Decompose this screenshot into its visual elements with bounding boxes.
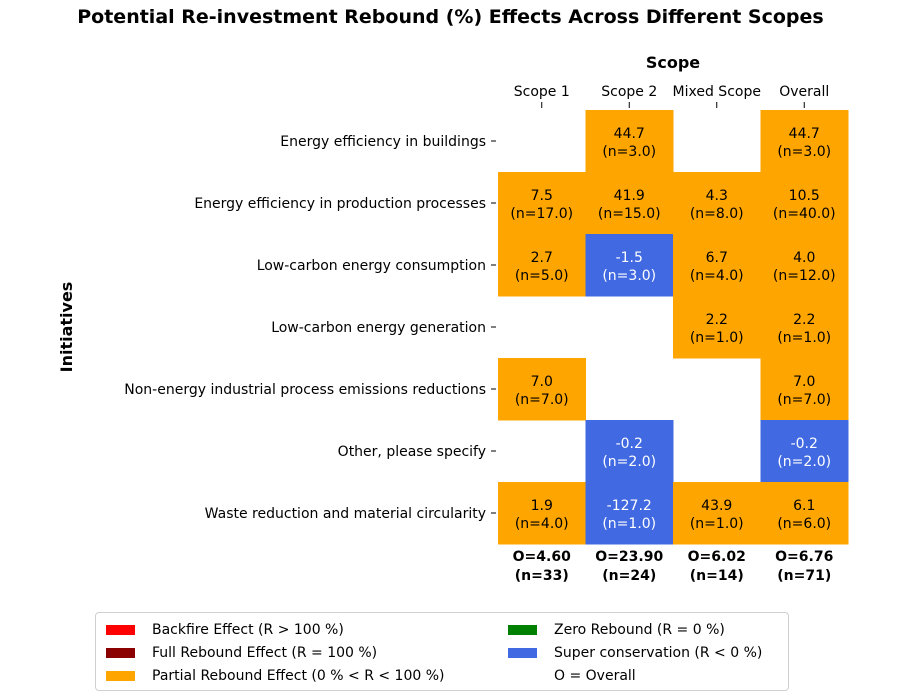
legend-label-full: Full Rebound Effect (R = 100 %)	[152, 645, 378, 661]
legend-label-super: Super conservation (R < 0 %)	[554, 645, 763, 661]
heatmap-cell	[585, 482, 674, 545]
cell-count-label: (n=1.0)	[690, 516, 744, 532]
heatmap-cell	[760, 482, 849, 545]
cell-count-label: (n=1.0)	[690, 330, 744, 346]
cell-value-label: 1.9	[531, 498, 553, 514]
cell-value-label: -0.2	[616, 436, 643, 452]
cell-count-label: (n=1.0)	[777, 330, 831, 346]
cell-value-label: 44.7	[789, 126, 820, 142]
cell-count-label: (n=4.0)	[515, 516, 569, 532]
heatmap-cell	[498, 234, 586, 297]
cell-count-label: (n=3.0)	[602, 268, 656, 284]
heatmap-cell	[760, 110, 849, 173]
cell-value-label: 6.7	[706, 250, 728, 266]
cell-count-label: (n=12.0)	[773, 268, 836, 284]
cell-count-label: (n=3.0)	[602, 144, 656, 160]
legend-label-overall: O = Overall	[554, 668, 636, 684]
heatmap-cell	[673, 296, 761, 359]
legend-label-partial: Partial Rebound Effect (0 % < R < 100 %)	[152, 668, 445, 684]
heatmap-cell	[673, 172, 761, 235]
legend-label-backfire: Backfire Effect (R > 100 %)	[152, 622, 344, 638]
cell-count-label: (n=6.0)	[777, 516, 831, 532]
cell-value-label: 41.9	[614, 188, 645, 204]
cell-value-label: -127.2	[607, 498, 652, 514]
cell-value-label: 7.0	[793, 374, 815, 390]
heatmap-cell	[673, 482, 761, 545]
cell-value-label: 6.1	[793, 498, 815, 514]
cell-count-label: (n=2.0)	[777, 454, 831, 470]
heatmap-cell	[673, 234, 761, 297]
legend-swatch-full	[106, 648, 135, 658]
row-tick-label: Energy efficiency in buildings	[280, 134, 486, 150]
legend-label-zero: Zero Rebound (R = 0 %)	[554, 622, 725, 638]
heatmap-cell	[760, 420, 849, 483]
row-tick-label: Low-carbon energy generation	[271, 320, 486, 336]
column-total-overall: O=6.02	[688, 549, 746, 565]
y-axis-title: Initiatives	[57, 282, 76, 373]
cell-count-label: (n=4.0)	[690, 268, 744, 284]
cell-count-label: (n=7.0)	[777, 392, 831, 408]
row-tick-label: Waste reduction and material circularity	[205, 506, 486, 522]
cell-count-label: (n=2.0)	[602, 454, 656, 470]
cell-value-label: 2.2	[706, 312, 728, 328]
row-tick-label: Low-carbon energy consumption	[257, 258, 486, 274]
cell-count-label: (n=3.0)	[777, 144, 831, 160]
legend-swatch-partial	[106, 671, 135, 681]
x-axis-title: Scope	[646, 53, 700, 72]
legend-swatch-backfire	[106, 625, 135, 635]
heatmap-cell	[585, 172, 674, 235]
column-total-count: (n=71)	[777, 568, 831, 584]
cell-count-label: (n=40.0)	[773, 206, 836, 222]
row-tick-label: Non-energy industrial process emissions …	[124, 382, 486, 398]
column-total-count: (n=33)	[515, 568, 569, 584]
heatmap-cell	[585, 234, 674, 297]
legend-swatch-super	[508, 648, 537, 658]
cell-value-label: 44.7	[614, 126, 645, 142]
cell-count-label: (n=8.0)	[690, 206, 744, 222]
cell-count-label: (n=7.0)	[515, 392, 569, 408]
column-total-overall: O=23.90	[595, 549, 663, 565]
column-total-count: (n=24)	[602, 568, 656, 584]
cell-value-label: 10.5	[789, 188, 820, 204]
column-total-overall: O=6.76	[775, 549, 833, 565]
cell-value-label: 7.5	[531, 188, 553, 204]
column-tick-label: Mixed Scope	[673, 84, 761, 100]
cell-count-label: (n=17.0)	[510, 206, 573, 222]
cell-count-label: (n=1.0)	[602, 516, 656, 532]
heatmap-cell	[760, 234, 849, 297]
column-tick-label: Scope 2	[601, 84, 657, 100]
row-tick-label: Other, please specify	[338, 444, 486, 460]
heatmap-cell	[760, 358, 849, 421]
cell-value-label: 4.3	[706, 188, 728, 204]
cell-value-label: 43.9	[701, 498, 732, 514]
cell-value-label: 2.2	[793, 312, 815, 328]
column-total-overall: O=4.60	[513, 549, 571, 565]
cell-value-label: -0.2	[791, 436, 818, 452]
row-tick-label: Energy efficiency in production processe…	[194, 196, 486, 212]
heatmap-cell	[585, 420, 674, 483]
cell-value-label: 2.7	[531, 250, 553, 266]
heatmap-cell	[760, 172, 849, 235]
legend-swatch-zero	[508, 625, 537, 635]
heatmap-cell	[760, 296, 849, 359]
cell-count-label: (n=15.0)	[598, 206, 661, 222]
heatmap-cell	[585, 110, 674, 173]
column-tick-label: Overall	[779, 84, 829, 100]
heatmap-cell	[498, 482, 586, 545]
cell-value-label: 7.0	[531, 374, 553, 390]
cell-value-label: -1.5	[616, 250, 643, 266]
chart-title: Potential Re-investment Rebound (%) Effe…	[77, 6, 824, 28]
column-tick-label: Scope 1	[514, 84, 570, 100]
heatmap-cell	[498, 358, 586, 421]
cell-count-label: (n=5.0)	[515, 268, 569, 284]
column-total-count: (n=14)	[690, 568, 744, 584]
legend: Backfire Effect (R > 100 %) Full Rebound…	[95, 612, 789, 691]
heatmap-cell	[498, 172, 586, 235]
cell-value-label: 4.0	[793, 250, 815, 266]
